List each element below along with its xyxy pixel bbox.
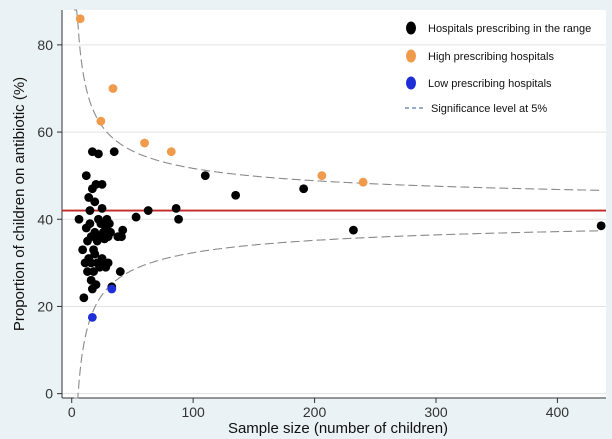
legend-label-series-1: High prescribing hospitals xyxy=(428,51,554,63)
data-point-series-0 xyxy=(85,219,95,229)
data-point-series-0 xyxy=(90,197,100,207)
data-point-series-0 xyxy=(86,258,96,268)
x-tick-label: 0 xyxy=(68,404,76,420)
legend-label-limits: Significance level at 5% xyxy=(431,103,547,115)
data-point-series-0 xyxy=(90,249,100,259)
data-point-series-0 xyxy=(78,245,88,255)
plot-area xyxy=(62,10,606,398)
x-tick-label: 200 xyxy=(303,404,327,420)
x-ticks: 0 100 200 300 400 xyxy=(68,398,570,420)
legend: Hospitals prescribing in the range High p… xyxy=(405,21,591,115)
data-point-series-1 xyxy=(108,84,118,93)
legend-label-series-0: Hospitals prescribing in the range xyxy=(428,23,591,35)
data-point-series-0 xyxy=(91,179,101,189)
y-tick-label: 20 xyxy=(37,298,53,314)
y-ticks: 0 20 40 60 80 xyxy=(37,37,62,402)
y-tick-label: 60 xyxy=(37,124,53,140)
data-point-series-2 xyxy=(87,312,97,322)
data-point-series-0 xyxy=(131,212,141,222)
data-point-series-0 xyxy=(299,184,309,194)
data-point-series-0 xyxy=(83,267,92,276)
legend-marker-series-1 xyxy=(406,49,416,63)
data-point-series-0 xyxy=(109,147,119,157)
data-points xyxy=(74,14,606,322)
data-point-series-0 xyxy=(349,225,358,235)
data-point-series-0 xyxy=(174,214,183,224)
data-point-series-0 xyxy=(84,193,94,202)
significance-limits xyxy=(74,9,602,399)
x-tick-label: 300 xyxy=(424,404,448,420)
data-point-series-0 xyxy=(97,179,107,189)
x-tick-label: 100 xyxy=(181,404,205,420)
data-point-series-0 xyxy=(118,225,128,235)
data-point-series-0 xyxy=(97,203,107,213)
data-point-series-0 xyxy=(81,171,91,181)
data-point-series-1 xyxy=(96,116,106,126)
data-point-series-0 xyxy=(74,214,84,224)
data-point-series-0 xyxy=(117,232,126,242)
axes xyxy=(61,10,606,399)
legend-marker-series-2 xyxy=(406,76,416,90)
data-point-series-0 xyxy=(596,221,606,231)
y-tick-label: 80 xyxy=(37,37,53,53)
data-point-series-0 xyxy=(104,219,114,229)
data-point-series-0 xyxy=(85,206,95,215)
data-point-series-0 xyxy=(94,149,103,159)
lower-limit-curve xyxy=(74,230,602,399)
gridlines xyxy=(62,44,606,395)
y-tick-label: 0 xyxy=(45,386,53,402)
data-point-series-1 xyxy=(358,177,368,187)
data-point-series-0 xyxy=(106,227,115,237)
data-point-series-0 xyxy=(91,280,101,290)
x-tick-label: 400 xyxy=(546,404,570,420)
data-point-series-1 xyxy=(166,147,176,157)
data-point-series-0 xyxy=(200,171,210,181)
data-point-series-1 xyxy=(140,138,149,148)
data-point-series-0 xyxy=(79,293,89,303)
data-point-series-1 xyxy=(317,171,327,181)
upper-limit-curve xyxy=(74,9,602,191)
data-point-series-2 xyxy=(107,284,117,294)
legend-marker-series-0 xyxy=(406,21,416,35)
data-point-series-0 xyxy=(231,190,241,200)
data-point-series-0 xyxy=(103,258,113,268)
legend-label-series-2: Low prescribing hospitals xyxy=(428,78,552,90)
y-axis-label: Proportion of children on antibiotic (%) xyxy=(11,77,28,331)
data-point-series-0 xyxy=(143,206,153,215)
data-point-series-0 xyxy=(115,267,125,276)
x-axis-label: Sample size (number of children) xyxy=(228,420,448,437)
y-tick-label: 40 xyxy=(37,211,53,227)
data-point-series-0 xyxy=(89,267,98,276)
data-point-series-1 xyxy=(75,14,85,24)
data-point-series-0 xyxy=(171,203,181,213)
